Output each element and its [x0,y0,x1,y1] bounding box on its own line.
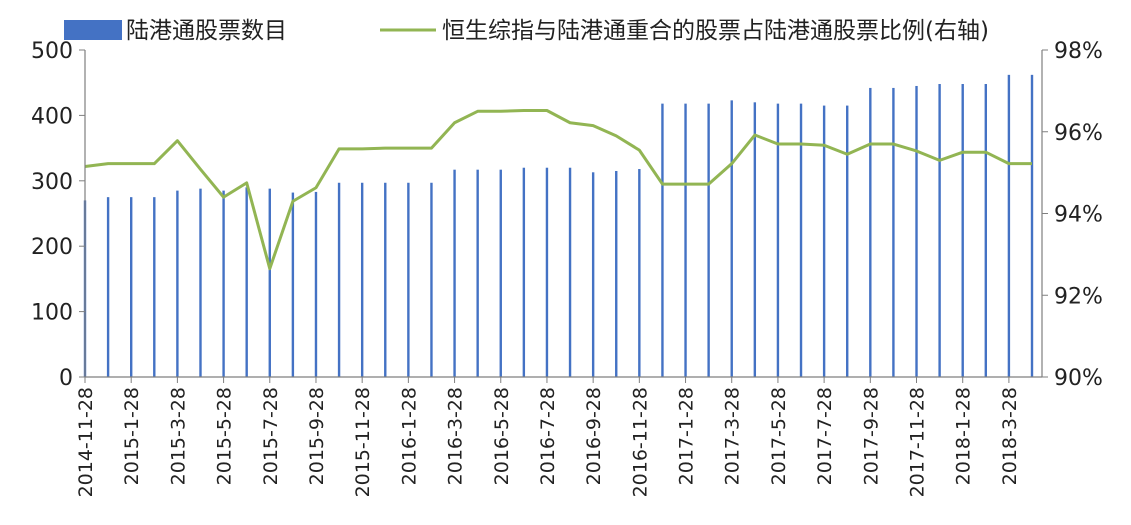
bar-2017-2-28 [707,103,710,377]
legend: 陆港通股票数目 恒生综指与陆港通重合的股票占陆港通股票比例(右轴) [64,18,989,44]
line-series [84,109,1033,271]
bar-2017-8-28 [846,105,849,377]
bar-2018-1-28 [961,84,964,377]
bar-2016-1-28 [407,182,410,377]
x-tick-label: 2018-1-28 [953,387,975,485]
bar-2016-10-28 [615,170,618,377]
bar-2017-6-28 [799,103,803,377]
bar-2015-10-28 [337,182,341,377]
bar-2017-12-28 [938,84,941,377]
bar-2015-4-28 [199,188,202,377]
bar-2014-12-28 [106,197,110,377]
x-tick-label: 2017-1-28 [676,387,698,485]
bar-2016-5-28 [499,169,502,377]
x-tick-label: 2016-3-28 [445,387,467,485]
left-axis-ticks: 0 100 200 300 400 500 [31,39,85,391]
bar-2017-10-28 [892,87,895,378]
x-tick-label: 2015-1-28 [121,387,143,485]
bar-2015-7-28 [268,188,271,377]
bar-2015-6-28 [245,187,248,377]
right-tick-label: 90% [1054,366,1103,391]
x-tick-label: 2017-7-28 [814,387,836,485]
bar-2015-5-28 [222,190,225,377]
right-axis-ticks: 90% 92% 94% 96% 98% [1042,39,1103,391]
bar-2016-7-28 [545,167,549,377]
left-tick-label: 200 [31,235,73,260]
left-tick-label: 300 [31,170,73,195]
x-axis-ticks: 2014-11-28 2015-1-28 2015-3-28 2015-5-28 201… [75,377,1021,497]
bar-2016-4-28 [476,169,479,377]
x-tick-label: 2017-11-28 [907,387,929,497]
bar-2015-3-28 [176,190,179,377]
axes [84,50,1043,378]
left-tick-label: 500 [31,39,73,64]
right-tick-label: 94% [1054,203,1103,228]
bar-2018-4-28 [1030,74,1034,377]
bar-2015-8-28 [291,192,295,377]
legend-line-label: 恒生综指与陆港通重合的股票占陆港通股票比例(右轴) [442,18,989,44]
bar-2016-3-28 [453,169,456,377]
right-tick-label: 92% [1054,284,1103,309]
bar-2017-5-28 [776,103,780,377]
bar-2015-12-28 [384,182,387,377]
x-tick-label: 2016-9-28 [583,387,605,485]
left-tick-label: 0 [59,366,73,391]
bar-2017-4-28 [753,102,757,377]
left-tick-label: 400 [31,104,73,129]
x-tick-label: 2017-3-28 [722,387,744,485]
x-tick-label: 2016-5-28 [491,387,513,485]
bar-2016-12-28 [661,103,664,377]
bar-2018-3-28 [1007,74,1011,377]
bar-2018-2-28 [984,84,987,377]
bar-2017-9-28 [869,87,872,378]
right-tick-label: 98% [1054,39,1103,64]
left-tick-label: 100 [31,301,73,326]
x-tick-label: 2016-1-28 [398,387,420,485]
bar-2015-9-28 [314,191,318,377]
legend-bar-label: 陆港通股票数目 [126,18,287,44]
legend-bar-swatch [64,20,122,40]
bar-2016-6-28 [522,167,526,377]
bar-2015-11-28 [360,182,364,377]
x-tick-label: 2018-3-28 [999,387,1021,485]
bar-2015-2-28 [153,197,156,377]
bar-2017-1-28 [684,103,687,377]
bar-series [83,74,1034,378]
bar-2016-9-28 [591,172,595,377]
bar-2016-8-28 [568,167,572,377]
x-tick-label: 2015-7-28 [260,387,282,485]
x-tick-label: 2016-7-28 [537,387,559,485]
x-tick-label: 2015-9-28 [306,387,328,485]
ratio-line [84,109,1032,271]
bar-2017-7-28 [822,105,826,377]
x-tick-label: 2015-11-28 [352,387,374,497]
x-tick-label: 2017-5-28 [768,387,790,485]
x-tick-label: 2017-9-28 [860,387,882,485]
bar-2015-1-28 [130,197,133,377]
bar-2016-2-28 [430,182,433,377]
x-tick-label: 2016-11-28 [629,387,651,497]
bar-2017-3-28 [730,100,733,378]
x-tick-label: 2015-3-28 [167,387,189,485]
bar-2016-11-28 [638,169,641,377]
right-tick-label: 96% [1054,121,1103,146]
bar-2017-11-28 [915,85,918,377]
x-tick-label: 2015-5-28 [214,387,236,485]
x-tick-label: 2014-11-28 [75,387,97,497]
